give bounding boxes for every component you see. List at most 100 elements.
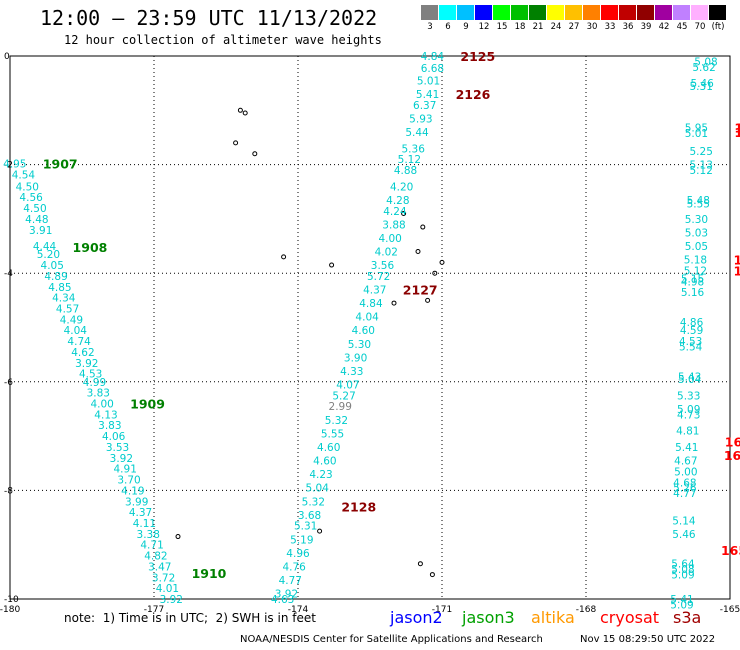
island-outline [391, 300, 397, 306]
wave-height-label: 4.13 [94, 409, 117, 421]
scale-label: 36 [622, 22, 634, 32]
wave-height-label: 5.09 [670, 599, 693, 611]
wave-height-label: 4.50 [16, 181, 39, 193]
wave-height-label: 4.34 [52, 293, 76, 305]
wave-height-label: 5.12 [398, 154, 421, 166]
wave-height-label: 4.99 [83, 377, 106, 389]
island-outline [281, 254, 287, 260]
wave-height-label: 5.14 [672, 515, 696, 527]
wave-height-label: 5.01 [417, 75, 440, 87]
x-tick-label: -171 [432, 605, 452, 615]
wave-height-label: 5.25 [690, 146, 713, 158]
wave-height-label: 5.46 [672, 529, 696, 541]
chart-title: 12:00 — 23:59 UTC 11/13/2022 [40, 6, 378, 30]
wave-height-label: 4.11 [133, 518, 156, 530]
scale-label: (ft) [711, 22, 725, 32]
wave-height-label: 3.38 [137, 529, 160, 541]
wave-height-label: 4.84 [421, 51, 445, 63]
wave-height-label: 4.05 [41, 260, 64, 272]
scale-swatch [691, 5, 709, 20]
wave-height-label: 3.72 [152, 572, 175, 584]
scale-label: 18 [514, 22, 526, 32]
scale-swatch [475, 5, 493, 20]
island-outline [417, 561, 423, 567]
scale-swatch [601, 5, 619, 20]
wave-height-label: 3.83 [87, 388, 110, 400]
x-tick-label: -177 [144, 605, 164, 615]
scale-label: 70 [694, 22, 706, 32]
wave-height-label: 5.04 [306, 483, 330, 495]
wave-height-label: 4.96 [286, 548, 310, 560]
color-scale-labels: 3 6 9 12 15 18 21 24 27 30 33 36 39 42 45 70 (ft) [421, 22, 727, 32]
wave-height-label: 4.71 [140, 540, 163, 552]
scale-swatch [457, 5, 475, 20]
wave-height-label: 4.62 [71, 347, 94, 359]
wave-height-label: 5.46 [690, 78, 714, 90]
island-outline [175, 534, 181, 540]
scale-label: 42 [658, 22, 670, 32]
time-label: 2128 [341, 500, 376, 515]
wave-height-label: 6.37 [413, 100, 436, 112]
wave-height-label: 4.04 [64, 325, 88, 337]
wave-height-label: 4.81 [676, 426, 699, 438]
scale-swatch [421, 5, 439, 20]
wave-height-label: 3.92 [275, 589, 298, 601]
wave-height-label: 5.41 [675, 442, 698, 454]
island-outline [252, 151, 258, 157]
scale-label: 3 [427, 22, 433, 32]
legend-cryosat: cryosat [600, 608, 660, 627]
wave-height-label: 4.67 [674, 456, 697, 468]
scale-swatch [439, 5, 457, 20]
wave-height-label: 3.83 [98, 420, 121, 432]
wave-height-label: 4.86 [680, 317, 704, 329]
island-outline [432, 270, 438, 276]
wave-height-label: 3.68 [298, 510, 321, 522]
wave-height-label: 5.30 [348, 339, 371, 351]
wave-height-label: 5.55 [687, 199, 710, 211]
wave-height-label: 4.07 [336, 380, 359, 392]
wave-height-label: 4.06 [102, 431, 126, 443]
time-label: 1659 [724, 448, 740, 463]
scale-label: 12 [478, 22, 490, 32]
wave-height-label: 4.56 [19, 192, 43, 204]
scale-swatch [547, 5, 565, 20]
wave-height-label: 5.33 [677, 390, 700, 402]
wave-height-label: 4.01 [156, 583, 179, 595]
wave-height-label: 4.63 [271, 594, 294, 606]
island-outline [233, 140, 239, 146]
wave-height-label: 5.20 [37, 249, 60, 261]
wave-height-label: 4.95 [3, 159, 26, 171]
island-outline [415, 248, 421, 254]
scale-label: 39 [640, 22, 652, 32]
wave-height-label: 5.09 [671, 570, 694, 582]
wave-height-label: 4.28 [386, 195, 409, 207]
scale-label: 24 [550, 22, 562, 32]
scale-label: 27 [568, 22, 580, 32]
wave-height-label: 5.31 [690, 81, 713, 93]
wave-height-label: 5.41 [416, 89, 439, 101]
legend-s3a: s3a [673, 608, 702, 627]
wave-height-label: 3.92 [110, 453, 133, 465]
wave-height-label: 4.84 [359, 298, 383, 310]
wave-height-label: 4.77 [673, 488, 696, 500]
wave-height-label: 4.89 [44, 271, 67, 283]
scale-swatch [565, 5, 583, 20]
time-label: 1657 [734, 121, 740, 136]
time-label: 1658 [733, 263, 740, 278]
island-outline [439, 259, 445, 265]
wave-height-label: 3.90 [344, 352, 367, 364]
scale-swatch [511, 5, 529, 20]
wave-height-label: 4.50 [23, 203, 46, 215]
wave-height-label: 4.76 [282, 561, 306, 573]
island-outline [425, 297, 431, 303]
wave-height-label: 4.59 [680, 325, 703, 337]
wave-height-label: 4.57 [56, 303, 79, 315]
wave-height-label: 4.88 [394, 165, 417, 177]
wave-height-label: 5.93 [409, 113, 432, 125]
time-label: 2125 [460, 49, 495, 64]
wave-height-label: 4.60 [313, 456, 336, 468]
wave-height-label: 4.53 [79, 369, 102, 381]
wave-height-label: 4.00 [90, 399, 113, 411]
wave-height-label: 4.60 [352, 325, 375, 337]
wave-height-label: 5.54 [679, 342, 703, 354]
